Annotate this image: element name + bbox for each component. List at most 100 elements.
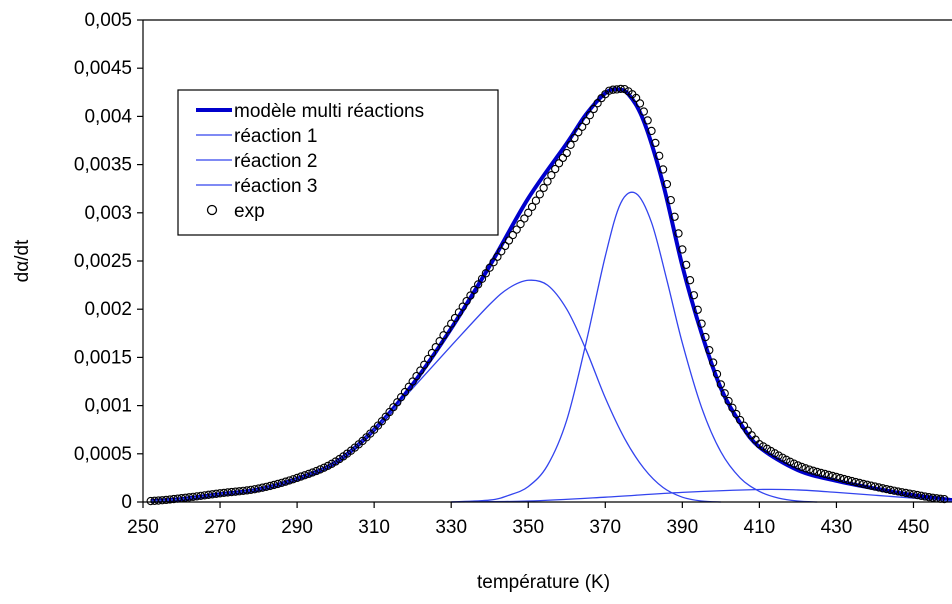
exp-data-point [500, 241, 510, 251]
exp-data-point [651, 138, 660, 148]
exp-data-point [258, 483, 267, 492]
y-tick-label: 0 [121, 492, 132, 513]
exp-data-point [323, 461, 333, 471]
exp-data-point [508, 230, 517, 240]
x-tick-label: 270 [204, 517, 236, 538]
exp-data-point [435, 337, 444, 346]
exp-data-point [316, 465, 325, 474]
exp-data-point [450, 313, 460, 323]
exp-data-point [678, 245, 687, 254]
exp-data-point [273, 479, 282, 489]
exp-data-point [728, 403, 737, 412]
exp-data-point [454, 308, 464, 317]
exp-data-point [851, 477, 860, 487]
exp-data-point [554, 159, 564, 168]
exp-data-point [940, 494, 949, 504]
exp-data-point [689, 291, 699, 300]
x-tick-label: 370 [589, 517, 621, 538]
x-tick-label: 410 [744, 517, 776, 538]
exp-data-point [246, 485, 256, 494]
exp-data-point [512, 225, 521, 234]
legend-box [177, 89, 499, 236]
exp-data-point [662, 179, 672, 189]
exp-data-point [816, 468, 826, 478]
exp-data-point [292, 473, 302, 483]
exp-data-point [589, 104, 598, 114]
exp-data-point [913, 490, 922, 500]
exp-data-point [427, 348, 437, 358]
exp-data-point [809, 466, 818, 475]
exp-data-point [485, 263, 494, 272]
legend-label: réaction 1 [234, 126, 317, 147]
exp-data-point [805, 465, 814, 474]
exp-data-point [685, 276, 695, 285]
exp-data-point [200, 491, 209, 500]
exp-data-point [516, 219, 525, 229]
exp-data-point [866, 481, 876, 490]
exp-data-point [231, 487, 240, 496]
exp-data-point [404, 382, 413, 391]
exp-data-point [227, 487, 236, 497]
exp-data-point [212, 489, 221, 498]
exp-data-point [828, 471, 837, 481]
legend-label: réaction 3 [234, 176, 317, 197]
exp-data-point [897, 488, 907, 497]
exp-data-point [863, 480, 872, 489]
x-tick-label: 310 [358, 517, 390, 538]
exp-data-point [928, 493, 937, 502]
y-tick-label: 0,001 [84, 396, 132, 417]
exp-data-point [551, 164, 560, 174]
axis-ticks: 0 0,0005 0,001 0,0015 0,002 0,0025 0,003 0,0035… [74, 10, 929, 538]
exp-data-point [443, 325, 452, 334]
exp-data-point [470, 285, 479, 295]
exp-data-point [416, 366, 425, 375]
exp-data-point [477, 274, 487, 283]
exp-data-point [832, 472, 841, 482]
exp-data-point [423, 354, 433, 364]
exp-data-point [161, 495, 171, 505]
exp-data-point [909, 490, 918, 499]
exp-data-point [824, 470, 833, 480]
exp-data-point [666, 195, 675, 205]
exp-data-point [647, 126, 656, 136]
exp-data-point [196, 491, 205, 500]
legend-label: modèle multi réactions [234, 101, 424, 122]
exp-data-point [836, 473, 845, 483]
exp-data-point [223, 488, 232, 497]
exp-data-point [709, 358, 718, 367]
exp-data-point [797, 462, 806, 472]
exp-data-point [489, 258, 498, 267]
y-tick-label: 0,004 [84, 106, 132, 127]
exp-data-point [242, 486, 252, 495]
exp-data-point [281, 477, 290, 486]
exp-data-point [447, 319, 456, 328]
exp-data-point [732, 409, 741, 419]
x-tick-label: 430 [821, 517, 853, 538]
exp-data-point [859, 479, 868, 489]
legend-marker [206, 204, 218, 216]
exp-data-point [682, 260, 691, 270]
exp-data-point [616, 84, 625, 94]
exp-data-point [558, 153, 568, 163]
legend-label: réaction 2 [234, 151, 317, 172]
y-tick-label: 0,0035 [74, 155, 132, 176]
exp-data-point [497, 247, 506, 256]
exp-data-point [215, 489, 225, 498]
exp-data-point [300, 471, 309, 480]
exp-data-point [847, 476, 856, 486]
exp-data-point [789, 459, 799, 468]
exp-data-point [165, 495, 175, 504]
y-tick-label: 0,005 [84, 10, 132, 31]
x-tick-label: 250 [127, 517, 159, 538]
exp-data-point [724, 396, 733, 406]
exp-data-point [712, 369, 722, 379]
exp-data-point [543, 177, 552, 186]
exp-data-point [493, 252, 502, 261]
exp-data-point [481, 269, 491, 278]
exp-data-point [250, 485, 259, 494]
y-tick-label: 0,002 [84, 299, 132, 320]
x-tick-label: 350 [512, 517, 544, 538]
x-tick-label: 450 [898, 517, 930, 538]
exp-data-point [531, 196, 541, 205]
exp-data-point [420, 360, 429, 369]
